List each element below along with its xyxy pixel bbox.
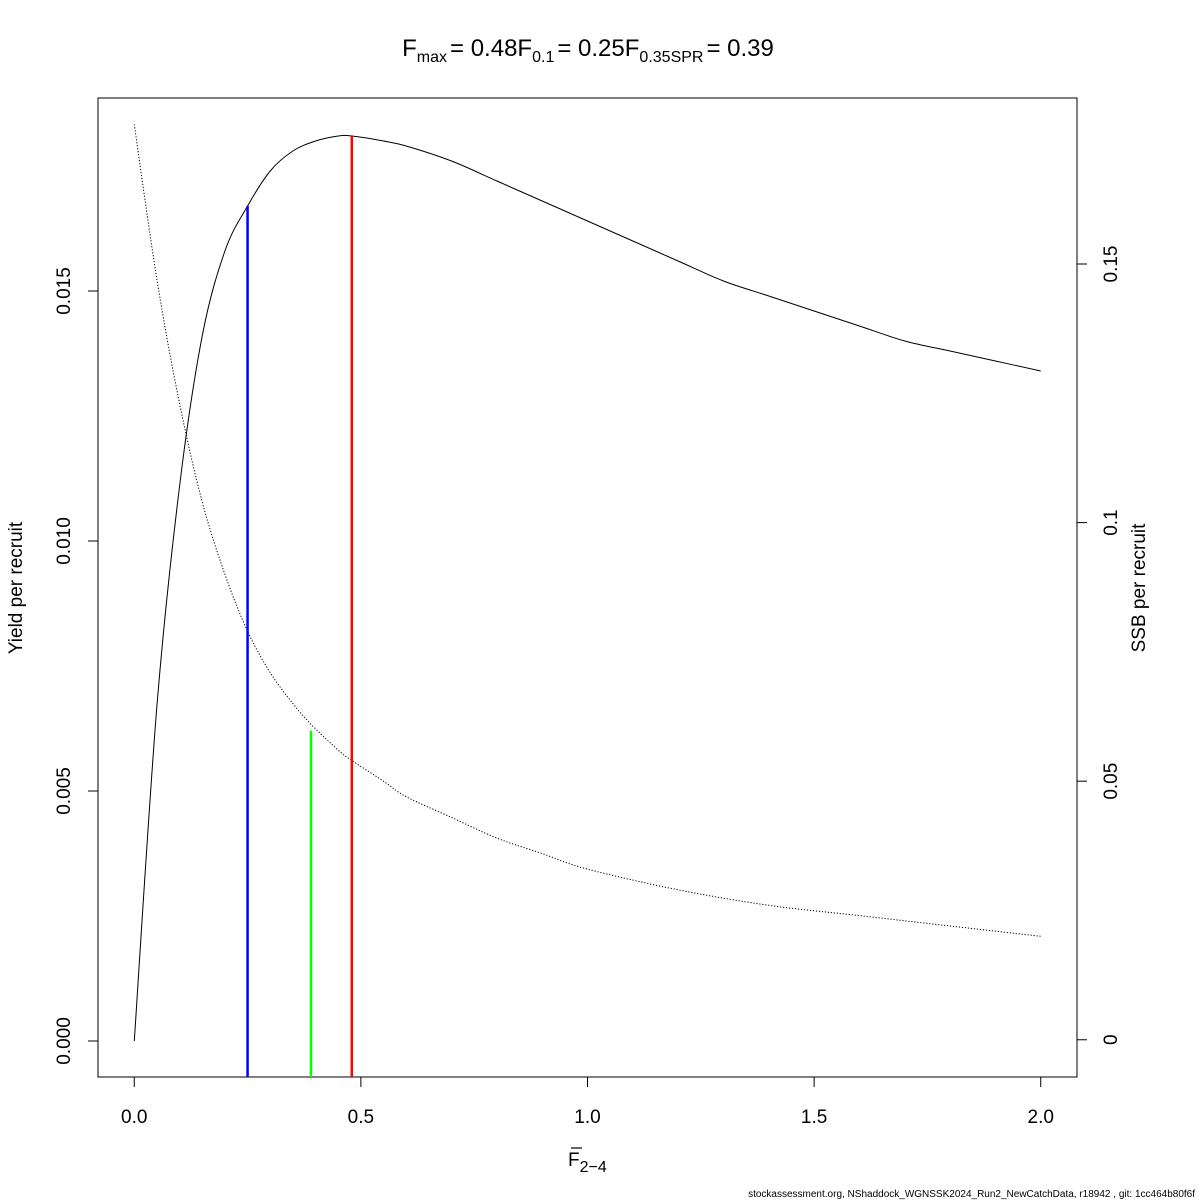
title-fspr-sub: 0.35SPR (639, 49, 703, 66)
title-fspr-value: = 0.39 (706, 35, 773, 62)
y-axis-right: 0 0.05 0.1 0.15 (1076, 246, 1122, 1045)
x-axis-label: F2−4 (568, 1147, 607, 1176)
title-f01-sub: 0.1 (532, 49, 554, 66)
x-axis: 0.0 0.5 1.0 1.5 2.0 (121, 1076, 1054, 1128)
footer-text: stockassessment.org, NShaddock_WGNSSK202… (748, 1189, 1195, 1200)
y-tick-label: 0.000 (54, 1017, 75, 1065)
y-tick-label: 0.010 (54, 517, 75, 565)
title-fspr-label: F (625, 35, 640, 62)
y2-tick-label: 0 (1101, 1034, 1122, 1045)
x-axis-label-text: F (568, 1150, 580, 1171)
title-fmax-label: F (402, 35, 417, 62)
y2-tick-label: 0.1 (1101, 509, 1122, 535)
y-axis-left: 0.000 0.005 0.010 0.015 (54, 267, 99, 1065)
chart-title: Fmax = 0.48F0.1 = 0.25F0.35SPR = 0.39 (402, 35, 774, 66)
y2-axis-label: SSB per recruit (1129, 523, 1150, 653)
title-f01-label: F (517, 35, 532, 62)
x-tick-label: 1.0 (574, 1107, 600, 1128)
x-axis-label-sub: 2−4 (580, 1159, 607, 1176)
x-tick-label: 2.0 (1028, 1107, 1054, 1128)
title-f01-value: = 0.25 (557, 35, 624, 62)
x-tick-label: 0.0 (121, 1107, 147, 1128)
y-axis-label: Yield per recruit (6, 521, 27, 654)
yield-per-recruit-line (133, 134, 1041, 1042)
svg-text:F2−4: F2−4 (568, 1150, 607, 1176)
series-layer (133, 124, 1041, 1042)
title-fmax-sub: max (417, 49, 447, 66)
y-tick-label: 0.005 (54, 767, 75, 815)
y2-tick-label: 0.05 (1101, 763, 1122, 800)
x-tick-label: 0.5 (348, 1107, 374, 1128)
x-tick-label: 1.5 (801, 1107, 827, 1128)
y2-tick-label: 0.15 (1101, 246, 1122, 283)
title-fmax-value: = 0.48 (450, 35, 517, 62)
reference-lines (246, 136, 354, 1077)
ssb-per-recruit-line (133, 124, 1041, 937)
plot-frame (97, 97, 1078, 1078)
y-tick-label: 0.015 (54, 267, 75, 315)
